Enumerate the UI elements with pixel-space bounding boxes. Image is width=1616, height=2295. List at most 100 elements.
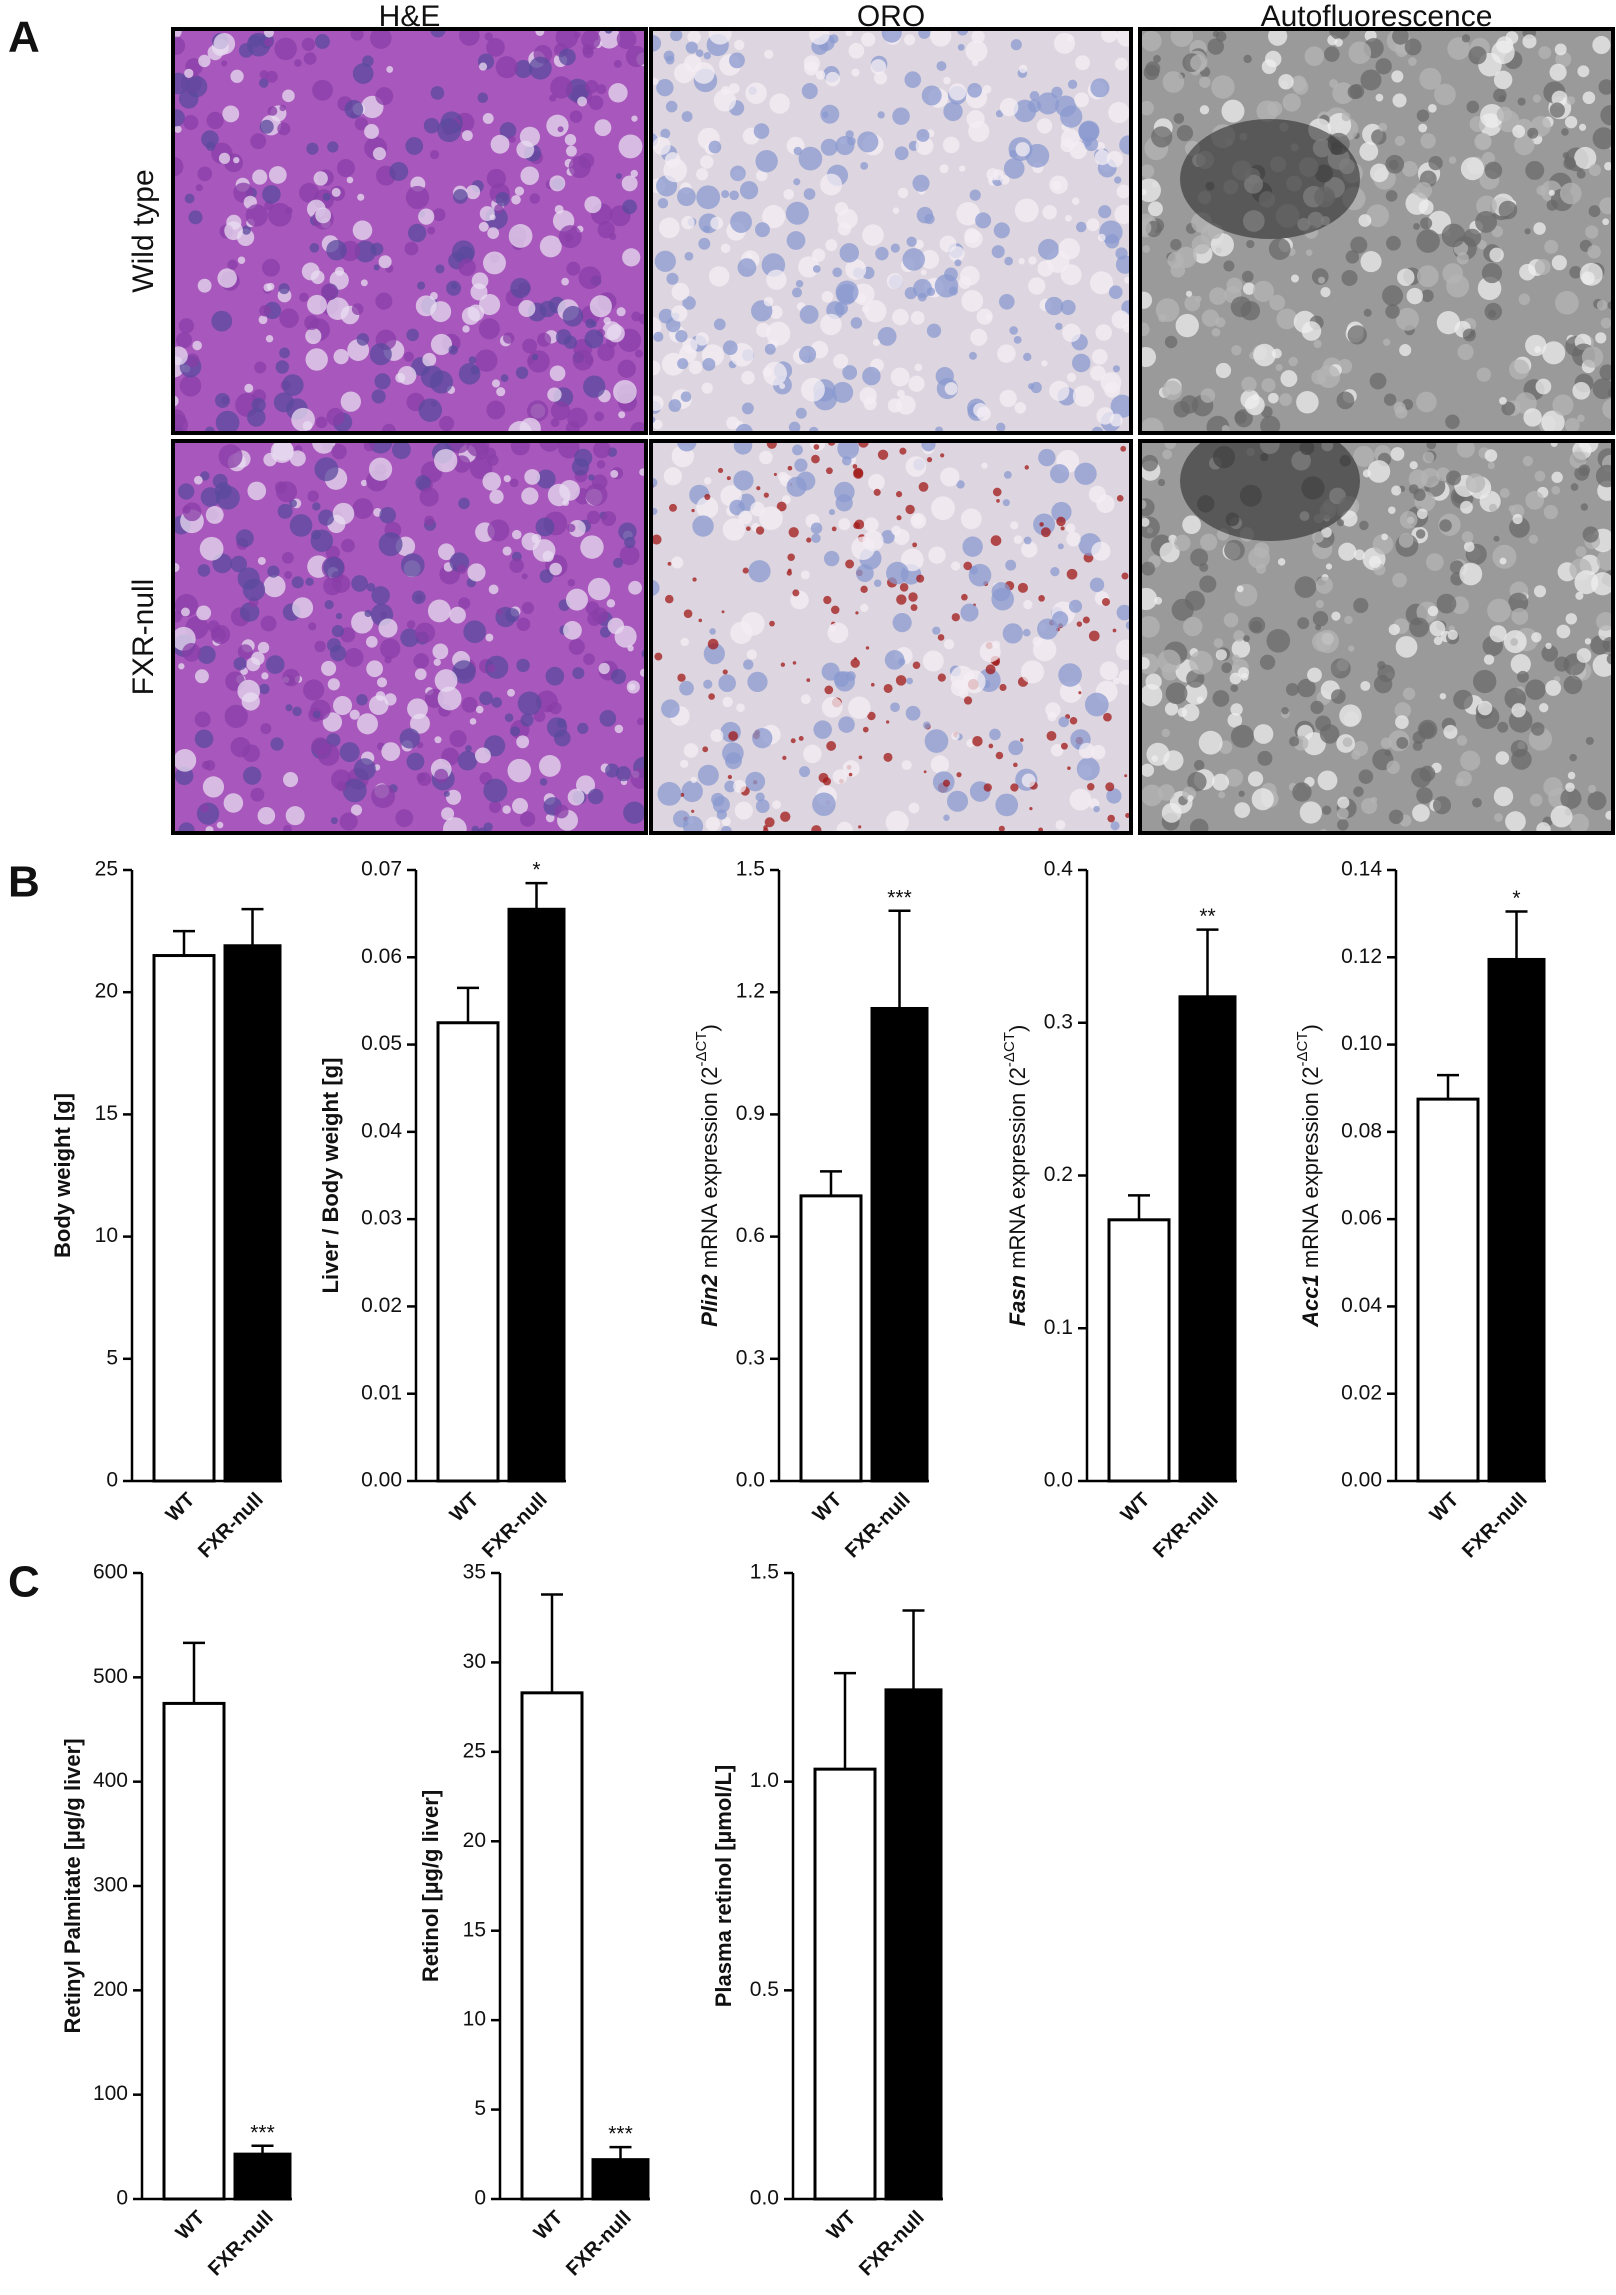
texture: [218, 152, 231, 164]
texture: [198, 54, 211, 68]
texture: [577, 722, 589, 735]
texture: [1140, 178, 1161, 203]
texture: [407, 698, 428, 720]
texture: [1512, 513, 1523, 525]
texture: [971, 30, 985, 44]
texture: [958, 688, 969, 699]
texture: [1099, 661, 1119, 681]
y-axis-label-part: ): [697, 1024, 722, 1031]
texture: [1466, 100, 1480, 114]
texture: [673, 63, 694, 84]
texture: [422, 352, 437, 367]
texture: [1315, 599, 1324, 609]
texture: [1496, 106, 1513, 122]
texture: [756, 169, 768, 182]
texture: [1439, 519, 1452, 532]
texture: [1552, 394, 1574, 416]
texture: [1066, 531, 1081, 547]
texture: [621, 175, 638, 192]
texture: [721, 190, 730, 199]
texture: [1075, 221, 1087, 233]
texture: [1321, 805, 1332, 815]
texture: [1457, 343, 1474, 361]
texture: [1140, 517, 1150, 527]
texture: [430, 150, 440, 160]
texture: [281, 374, 304, 396]
texture: [926, 457, 933, 463]
texture: [906, 677, 913, 685]
texture: [885, 810, 909, 833]
texture: [1066, 372, 1077, 383]
texture: [798, 345, 817, 364]
texture: [536, 469, 556, 489]
texture: [1565, 613, 1578, 625]
texture: [863, 517, 879, 533]
texture: [695, 49, 704, 58]
texture: [1555, 290, 1579, 315]
texture: [434, 736, 442, 744]
texture: [598, 662, 610, 675]
texture: [230, 555, 247, 573]
texture: [1600, 317, 1612, 329]
texture: [942, 136, 960, 154]
texture: [406, 752, 425, 771]
texture: [1369, 555, 1382, 569]
y-tick-label: 0.0: [1044, 1469, 1073, 1492]
texture: [875, 246, 889, 261]
texture: [218, 444, 243, 469]
texture: [1391, 485, 1402, 496]
texture: [1549, 102, 1565, 118]
texture: [561, 277, 569, 286]
texture: [260, 615, 277, 632]
texture: [533, 710, 546, 723]
texture: [404, 241, 419, 256]
texture: [547, 483, 571, 507]
error-bar: [457, 986, 479, 1023]
texture: [1529, 793, 1543, 807]
texture: [703, 643, 725, 665]
texture: [1461, 34, 1471, 43]
y-tick-label: 0: [106, 1469, 118, 1492]
texture: [558, 441, 580, 459]
texture: [832, 267, 843, 278]
texture: [1164, 702, 1179, 716]
texture: [417, 772, 432, 787]
y-axis-label-part: mRNA expression (2: [1298, 1066, 1323, 1274]
texture: [1391, 70, 1404, 83]
texture: [1353, 786, 1364, 797]
texture: [1369, 163, 1389, 183]
texture: [755, 150, 778, 173]
texture: [1492, 544, 1517, 569]
texture: [1419, 67, 1442, 90]
texture: [1463, 228, 1482, 247]
texture: [705, 816, 721, 832]
bar: [1178, 995, 1237, 1483]
texture: [389, 162, 409, 181]
texture: [175, 332, 193, 349]
texture: [848, 772, 853, 777]
texture: [320, 283, 338, 301]
texture: [1398, 533, 1414, 548]
texture: [1401, 161, 1418, 177]
texture: [652, 419, 663, 430]
y-axis-label: Retinyl Palmitate [µg/g liver]: [60, 1738, 85, 2033]
texture: [1483, 654, 1495, 665]
texture: [173, 109, 185, 127]
texture: [1115, 255, 1131, 274]
texture: [799, 305, 819, 324]
texture: [194, 729, 214, 749]
texture: [380, 638, 401, 659]
texture: [413, 653, 430, 669]
texture: [762, 205, 786, 229]
texture: [1037, 618, 1059, 640]
texture: [499, 122, 517, 139]
texture: [478, 318, 500, 340]
texture: [1375, 93, 1384, 102]
texture: [449, 730, 467, 748]
texture: [717, 467, 724, 474]
texture: [948, 286, 958, 296]
texture: [495, 191, 510, 207]
texture: [1549, 63, 1567, 81]
texture: [193, 475, 203, 485]
texture: [1330, 658, 1351, 679]
